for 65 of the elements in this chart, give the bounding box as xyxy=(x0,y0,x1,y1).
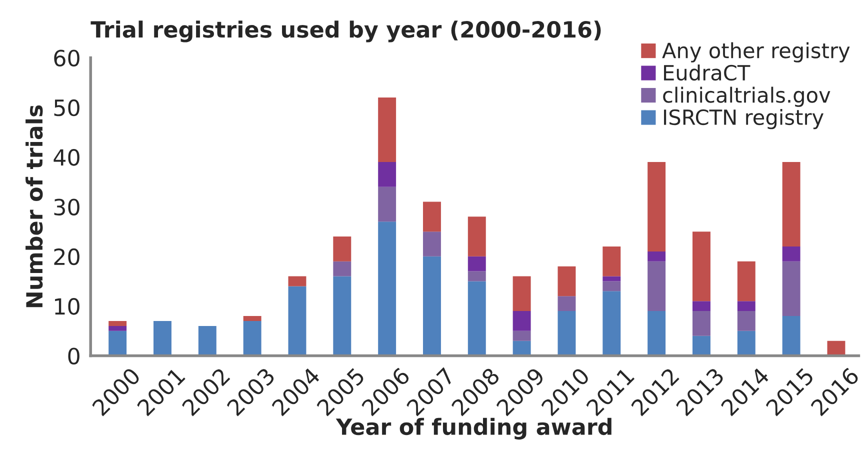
bar xyxy=(602,281,621,292)
bar xyxy=(827,340,846,356)
bar xyxy=(333,236,352,262)
bar xyxy=(558,311,576,356)
y-axis-title: Number of trials xyxy=(26,105,43,308)
bar xyxy=(468,281,486,356)
bar xyxy=(737,330,756,356)
bar xyxy=(648,251,666,262)
bar xyxy=(648,162,666,252)
legend-label: Any other registry xyxy=(662,42,850,62)
bar xyxy=(782,162,800,246)
bar xyxy=(737,261,756,302)
bar xyxy=(782,246,800,262)
bar xyxy=(108,330,127,356)
bar xyxy=(648,311,666,356)
y-tick-label: 0 xyxy=(68,348,80,364)
bar xyxy=(512,311,531,331)
bar xyxy=(243,316,262,321)
legend-label: ISRCTN registry xyxy=(664,108,824,130)
y-tick-label: 40 xyxy=(54,149,80,166)
bar xyxy=(333,276,352,356)
bar xyxy=(602,276,621,282)
bar xyxy=(602,246,621,276)
bar xyxy=(378,222,396,356)
bar xyxy=(558,266,576,296)
bar xyxy=(154,320,172,356)
bar xyxy=(558,296,576,312)
bar xyxy=(108,320,127,326)
y-tick-label: 50 xyxy=(54,99,80,116)
chart-title: Trial registries used by year (2000-2016) xyxy=(90,20,601,42)
bar xyxy=(692,301,710,312)
bar xyxy=(422,232,441,256)
bar xyxy=(288,276,306,286)
bar xyxy=(692,336,710,356)
y-tick-label: 20 xyxy=(54,248,80,266)
bar xyxy=(512,340,531,356)
y-tick-label: 10 xyxy=(55,298,80,315)
bar xyxy=(243,320,262,356)
bar xyxy=(422,202,441,232)
bar xyxy=(108,326,127,331)
x-axis-title: Year of funding award xyxy=(336,418,612,440)
bar xyxy=(782,261,800,316)
bar xyxy=(288,286,306,356)
legend-label: clinicaltrials.gov xyxy=(663,86,830,107)
bar xyxy=(692,311,710,336)
y-tick-label: 60 xyxy=(54,50,80,67)
bar xyxy=(648,261,666,312)
bar xyxy=(468,271,486,282)
legend-label: EudraCT xyxy=(664,64,750,81)
bar xyxy=(737,311,756,331)
bar xyxy=(468,256,486,272)
bar xyxy=(512,276,531,312)
bar xyxy=(378,162,396,187)
bar xyxy=(378,97,396,162)
bar xyxy=(198,326,216,356)
bar xyxy=(782,316,800,356)
bar xyxy=(468,216,486,256)
bar xyxy=(512,330,531,341)
y-tick-label: 30 xyxy=(54,198,80,216)
bar xyxy=(378,186,396,222)
bar xyxy=(422,256,441,356)
bar xyxy=(692,232,710,302)
bar xyxy=(333,261,352,276)
bar xyxy=(737,301,756,312)
bar xyxy=(602,291,621,356)
